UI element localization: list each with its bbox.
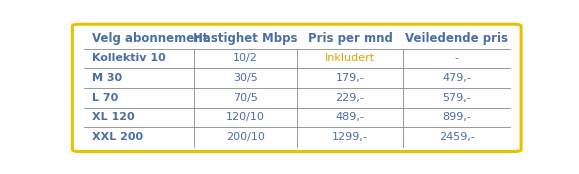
Text: 489,-: 489,- <box>336 112 364 122</box>
Text: 10/2: 10/2 <box>233 53 258 63</box>
Text: Pris per mnd: Pris per mnd <box>307 32 393 45</box>
Text: 120/10: 120/10 <box>226 112 265 122</box>
Text: M 30: M 30 <box>91 73 122 83</box>
Text: 200/10: 200/10 <box>226 132 265 142</box>
Text: Inkludert: Inkludert <box>325 53 375 63</box>
Text: -: - <box>455 53 459 63</box>
Text: 1299,-: 1299,- <box>332 132 368 142</box>
Text: 2459,-: 2459,- <box>439 132 475 142</box>
Text: L 70: L 70 <box>91 93 118 103</box>
Text: 579,-: 579,- <box>442 93 471 103</box>
Text: 70/5: 70/5 <box>233 93 258 103</box>
Text: Velg abonnement: Velg abonnement <box>91 32 208 45</box>
Text: 179,-: 179,- <box>336 73 364 83</box>
Text: Kollektiv 10: Kollektiv 10 <box>91 53 166 63</box>
Text: 899,-: 899,- <box>442 112 471 122</box>
Text: 30/5: 30/5 <box>233 73 258 83</box>
Text: Veiledende pris: Veiledende pris <box>405 32 508 45</box>
Text: 229,-: 229,- <box>336 93 364 103</box>
FancyBboxPatch shape <box>72 24 521 152</box>
Text: 479,-: 479,- <box>442 73 471 83</box>
Text: Hastighet Mbps: Hastighet Mbps <box>193 32 298 45</box>
Text: XL 120: XL 120 <box>91 112 134 122</box>
Text: XXL 200: XXL 200 <box>91 132 143 142</box>
